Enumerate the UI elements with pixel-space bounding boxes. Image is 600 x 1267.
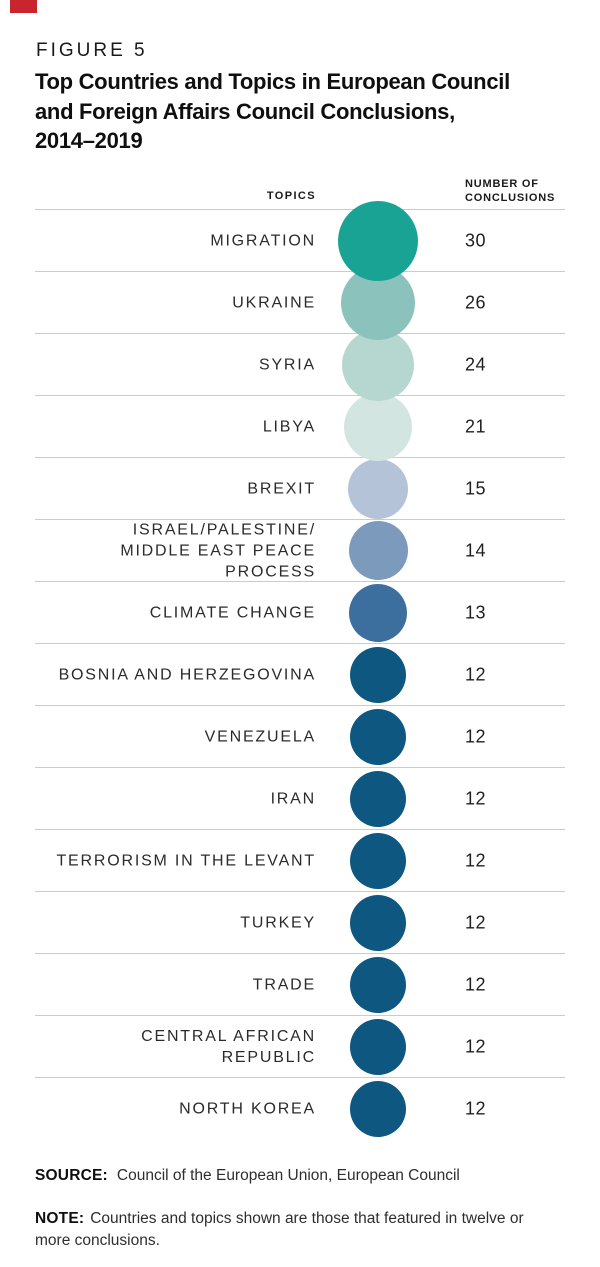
source-text: Council of the European Union, European … xyxy=(116,1166,460,1184)
topic-bubble xyxy=(348,458,408,519)
topic-label: LIBYA xyxy=(262,418,316,435)
topic-label: BREXIT xyxy=(247,480,316,497)
column-header-topics: TOPICS xyxy=(266,190,316,202)
source-line: SOURCE: Council of the European Union, Eu… xyxy=(35,1167,575,1185)
table-row: TURKEY 12 xyxy=(35,891,565,953)
topic-bubble xyxy=(338,200,418,281)
topic-bubble xyxy=(350,770,406,827)
conclusions-count: 26 xyxy=(465,292,487,312)
topic-label: TRADE xyxy=(252,976,316,993)
chart-rows: MIGRATION 30 UKRAINE 26 SYRIA 24 LIBYA 21 BREXIT… xyxy=(35,200,565,1139)
figure-title: Top Countries and Topics in European Cou… xyxy=(35,67,565,156)
topic-label: VENEZUELA xyxy=(204,728,316,745)
table-row: TRADE 12 xyxy=(35,953,565,1015)
value-header-line2: CONCLUSIONS xyxy=(465,192,556,204)
table-row: NORTH KOREA 12 xyxy=(35,1077,565,1139)
table-row: SYRIA 24 xyxy=(35,328,565,401)
table-row: TERRORISM IN THE LEVANT 12 xyxy=(35,829,565,891)
topic-bubble xyxy=(350,956,406,1013)
topic-label: UKRAINE xyxy=(232,294,316,311)
source-label: SOURCE: xyxy=(35,1166,108,1184)
conclusions-count: 12 xyxy=(465,788,487,808)
figure-title-line1: Top Countries and Topics in European Cou… xyxy=(35,69,510,94)
table-row: BOSNIA AND HERZEGOVINA 12 xyxy=(35,643,565,705)
conclusions-count: 12 xyxy=(465,726,487,746)
topic-label: BOSNIA AND HERZEGOVINA xyxy=(58,666,316,683)
topic-bubble xyxy=(350,708,406,765)
topic-label: CENTRAL AFRICAN REPUBLIC xyxy=(141,1027,316,1066)
conclusions-count: 13 xyxy=(465,602,487,622)
topic-bubble xyxy=(350,832,406,889)
conclusions-count: 12 xyxy=(465,974,487,994)
table-row: MIGRATION 30 xyxy=(35,200,565,281)
topic-label: SYRIA xyxy=(258,356,316,373)
topic-bubble xyxy=(349,583,407,642)
column-header-number-of-conclusions: NUMBER OF CONCLUSIONS xyxy=(465,177,555,205)
conclusions-count: 15 xyxy=(465,478,487,498)
topic-bubble xyxy=(350,1080,406,1137)
figure-title-line2: and Foreign Affairs Council Conclusions, xyxy=(35,98,455,124)
conclusions-count: 12 xyxy=(465,912,487,932)
topic-bubble xyxy=(344,392,412,461)
table-row: CENTRAL AFRICAN REPUBLIC 12 xyxy=(35,1015,565,1077)
table-row: VENEZUELA 12 xyxy=(35,705,565,767)
topic-bubble xyxy=(350,646,406,703)
conclusions-count: 12 xyxy=(465,1036,487,1056)
topic-label: NORTH KOREA xyxy=(179,1100,316,1117)
topic-label: TURKEY xyxy=(240,914,316,931)
table-row: LIBYA 21 xyxy=(35,392,565,461)
table-row: BREXIT 15 xyxy=(35,457,565,519)
conclusions-count: 12 xyxy=(465,850,487,870)
value-header-line1: NUMBER OF xyxy=(465,178,539,190)
topic-bubble xyxy=(348,521,408,580)
topic-bubble xyxy=(342,328,414,401)
conclusions-count: 12 xyxy=(465,664,487,684)
topic-label: ISRAEL/PALESTINE/ MIDDLE EAST PEACE PROC… xyxy=(120,521,316,580)
topic-bubble xyxy=(350,894,406,951)
table-row: ISRAEL/PALESTINE/ MIDDLE EAST PEACE PROC… xyxy=(35,519,565,581)
note-label: NOTE: xyxy=(35,1209,85,1227)
note-line: NOTE: Countries and topics shown are thos… xyxy=(35,1208,550,1252)
conclusions-count: 14 xyxy=(465,540,487,560)
figure-label: FIGURE 5 xyxy=(36,40,148,61)
conclusions-count: 30 xyxy=(465,230,487,250)
conclusions-count: 12 xyxy=(465,1098,487,1118)
conclusions-count: 21 xyxy=(465,416,487,436)
figure-title-line3: 2014–2019 xyxy=(35,128,143,153)
conclusions-count: 24 xyxy=(465,354,487,374)
topic-label: MIGRATION xyxy=(210,232,316,249)
table-row: UKRAINE 26 xyxy=(35,265,565,340)
topic-label: CLIMATE CHANGE xyxy=(149,604,316,621)
brand-mark xyxy=(10,0,37,13)
topic-bubble xyxy=(350,1018,406,1075)
table-row: IRAN 12 xyxy=(35,767,565,829)
topic-label: IRAN xyxy=(270,790,316,807)
table-row: CLIMATE CHANGE 13 xyxy=(35,581,565,643)
note-text: Countries and topics shown are those tha… xyxy=(35,1209,524,1249)
topic-label: TERRORISM IN THE LEVANT xyxy=(56,852,316,869)
